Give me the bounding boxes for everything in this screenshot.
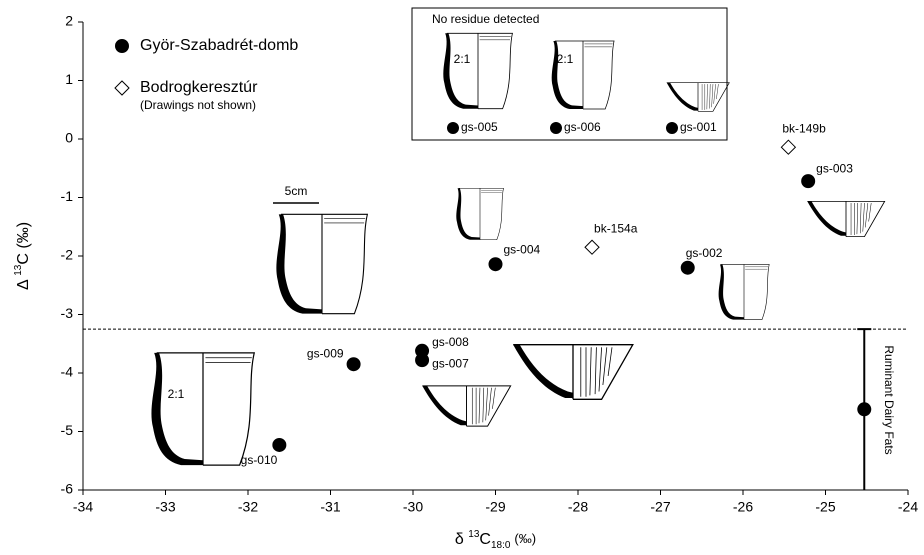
ratio-label: 2:1 — [454, 52, 471, 66]
inset-title: No residue detected — [432, 12, 539, 26]
inset-label: gs-006 — [564, 120, 601, 134]
x-tick-label: -25 — [815, 499, 835, 515]
point — [273, 438, 286, 451]
x-tick-label: -34 — [73, 499, 93, 515]
axis-label-part: 13 — [468, 529, 480, 540]
x-tick-label: -29 — [485, 499, 505, 515]
axis-label-part: C (‰) — [15, 222, 32, 265]
point — [858, 403, 871, 416]
inset-marker — [666, 122, 678, 134]
axis-label-part: (‰) — [514, 531, 536, 546]
chart: 5cm 2:1 No residue detected 2:1 2:1 gs-0… — [0, 0, 924, 555]
pot-drawing — [151, 353, 254, 465]
point — [585, 240, 599, 254]
scale-label: 5cm — [285, 184, 308, 198]
point-label: bk-149b — [782, 121, 826, 135]
y-tick-label: 0 — [65, 130, 73, 146]
pot-drawing — [456, 188, 503, 240]
x-axis-label: δ 13C18:0(‰) — [455, 529, 536, 551]
point-label: gs-004 — [504, 242, 541, 256]
y-tick-label: 2 — [65, 13, 73, 29]
point-label: gs-003 — [816, 161, 853, 175]
y-tick-label: -1 — [61, 188, 74, 204]
inset-marker — [550, 122, 562, 134]
threshold-label: Ruminant Dairy Fats — [882, 345, 896, 454]
axis-label-part: 18:0 — [491, 540, 511, 551]
y-tick-label: -4 — [61, 364, 74, 380]
point-label: bk-154a — [594, 221, 638, 235]
point — [681, 261, 694, 274]
y-tick-label: -3 — [61, 305, 74, 321]
inset-marker — [447, 122, 459, 134]
axis-label-part: C — [479, 531, 491, 548]
x-tick-label: -24 — [898, 499, 918, 515]
x-tick-label: -30 — [403, 499, 423, 515]
point — [416, 354, 429, 367]
x-tick-label: -26 — [733, 499, 753, 515]
point — [489, 258, 502, 271]
legend-label: Bodrogkeresztúr — [140, 79, 258, 96]
bowl-drawing — [513, 345, 633, 400]
point-label: gs-010 — [241, 453, 278, 467]
legend-marker — [116, 40, 129, 53]
y-tick-label: -5 — [61, 422, 74, 438]
point-label: gs-008 — [432, 335, 469, 349]
legend-note: (Drawings not shown) — [140, 98, 256, 112]
y-tick-label: 1 — [65, 71, 73, 87]
x-tick-label: -31 — [320, 499, 340, 515]
axis-label-part: Δ — [15, 279, 32, 290]
y-tick-label: -6 — [61, 481, 74, 497]
ratio-label: 2:1 — [557, 52, 574, 66]
inset-label: gs-005 — [461, 120, 498, 134]
point-label: gs-007 — [432, 356, 469, 370]
x-tick-label: -27 — [650, 499, 670, 515]
y-axis-label: Δ 13C (‰) — [13, 222, 32, 290]
point-label: gs-009 — [307, 346, 344, 360]
x-tick-label: -28 — [568, 499, 588, 515]
legend-marker — [115, 81, 129, 95]
y-tick-label: -2 — [61, 247, 74, 263]
axis-label-part: 13 — [13, 264, 24, 276]
axis-label-part: δ — [455, 531, 464, 548]
point — [802, 175, 815, 188]
point — [781, 140, 795, 154]
x-tick-label: -32 — [238, 499, 258, 515]
point — [347, 358, 360, 371]
x-tick-label: -33 — [155, 499, 175, 515]
point-label: gs-002 — [686, 246, 723, 260]
legend-label: Györ-Szabadrét-domb — [140, 37, 298, 54]
inset-label: gs-001 — [680, 120, 717, 134]
page: 5cm 2:1 No residue detected 2:1 2:1 gs-0… — [0, 0, 924, 555]
bowl-drawing — [807, 201, 884, 236]
bowl-drawing — [422, 386, 510, 426]
pot-drawing — [276, 214, 367, 313]
ratio-label: 2:1 — [168, 387, 185, 401]
pot-drawing — [719, 264, 770, 319]
